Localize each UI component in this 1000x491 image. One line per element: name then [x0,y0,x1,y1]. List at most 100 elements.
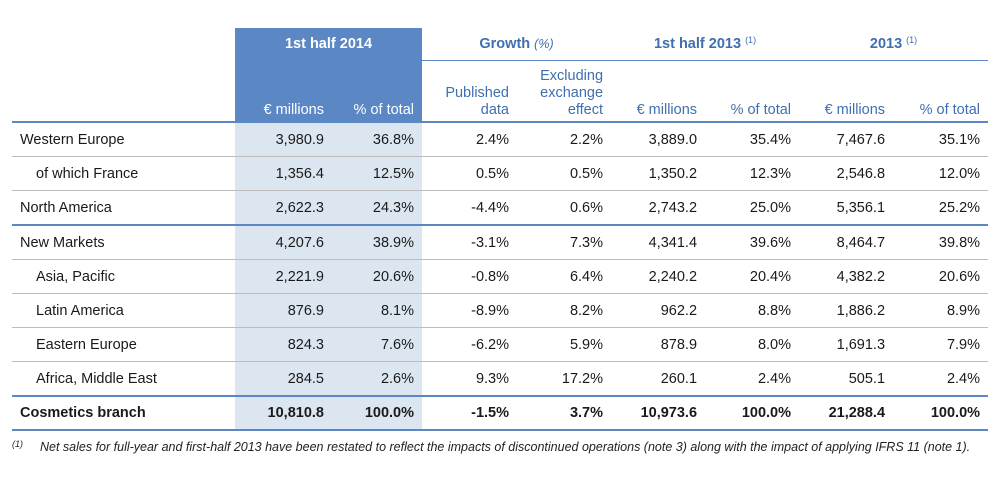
table-cell: 20.6% [893,259,989,294]
table-cell: 505.1 [799,361,894,396]
row-label: North America [12,190,235,225]
table-cell: 2,546.8 [799,156,894,191]
table-row: Western Europe 3,980.9 36.8% 2.4% 2.2% 3… [12,121,989,157]
table-cell: 0.6% [517,190,612,225]
h2013-title: 2013 [869,36,903,52]
table-cell: 17.2% [517,361,612,396]
table-cell: -6.2% [422,327,517,362]
row-label: Asia, Pacific [12,259,235,294]
growth-unit: (%) [534,37,554,51]
table-cell: 12.5% [332,156,422,191]
table-cell: 4,207.6 [235,224,332,260]
table-row: New Markets 4,207.6 38.9% -3.1% 7.3% 4,3… [12,224,989,260]
table-cell: 39.8% [893,224,989,260]
table-cell: 35.1% [893,121,989,157]
table-cell: 25.0% [705,190,800,225]
table-cell: 8.0% [705,327,800,362]
col-header: € millions [636,102,698,118]
col-header: € millions [235,60,332,122]
table-cell: 1,356.4 [235,156,332,191]
table-cell: 24.3% [332,190,422,225]
table-cell: 12.0% [893,156,989,191]
table-cell: 7.3% [517,224,612,260]
table-cell: 8.9% [893,293,989,328]
table-cell: 876.9 [235,293,332,328]
table-cell: 878.9 [611,327,706,362]
table-cell: 2.4% [893,361,989,396]
table-cell: 10,810.8 [235,395,332,431]
table-cell: 6.4% [517,259,612,294]
row-label: Africa, Middle East [12,361,235,396]
table-cell: 36.8% [332,121,422,157]
table-cell: 2.4% [705,361,800,396]
table-cell: 7,467.6 [799,121,894,157]
col-header: € millions [824,102,886,118]
table-cell: 25.2% [893,190,989,225]
col-header: Published data [445,85,509,118]
table-cell: 3.7% [517,395,612,431]
table-cell: 35.4% [705,121,800,157]
table-row: Eastern Europe 824.3 7.6% -6.2% 5.9% 878… [12,327,989,362]
sales-table-container: 1st half 2014 Growth (%) 1st half 2013 (… [12,28,989,431]
table-cell: -8.9% [422,293,517,328]
table-cell: -1.5% [422,395,517,431]
table-cell: 1,350.2 [611,156,706,191]
footnote: (1) Net sales for full-year and first-ha… [12,438,988,456]
table-row: North America 2,622.3 24.3% -4.4% 0.6% 2… [12,190,989,225]
table-cell: 260.1 [611,361,706,396]
table-cell: 962.2 [611,293,706,328]
h2013-half-note: (1) [745,35,757,45]
table-cell: 39.6% [705,224,800,260]
table-cell: -3.1% [422,224,517,260]
header-1st-half-2014: 1st half 2014 [235,28,422,61]
table-cell: 38.9% [332,224,422,260]
table-cell: 3,980.9 [235,121,332,157]
col-header: Excluding exchange effect [540,68,604,118]
table-cell: 1,691.3 [799,327,894,362]
table-cell: 20.4% [705,259,800,294]
table-cell: 1,886.2 [799,293,894,328]
subheader-corner [12,61,235,123]
table-cell: 2,240.2 [611,259,706,294]
row-label: Latin America [12,293,235,328]
table-cell: 2.4% [422,121,517,157]
table-cell: 5,356.1 [799,190,894,225]
table-cell: 5.9% [517,327,612,362]
table-cell: 4,341.4 [611,224,706,260]
table-cell: 100.0% [705,395,800,431]
table-cell: 10,973.6 [611,395,706,431]
table-cell: 284.5 [235,361,332,396]
table-cell: 7.9% [893,327,989,362]
table-cell: 8,464.7 [799,224,894,260]
header-growth: Growth (%) [422,28,612,61]
row-label: Eastern Europe [12,327,235,362]
table-cell: 7.6% [332,327,422,362]
table-cell: 8.1% [332,293,422,328]
table-cell: 20.6% [332,259,422,294]
table-cell: 21,288.4 [799,395,894,431]
table-cell: 12.3% [705,156,800,191]
row-label: of which France [12,156,235,191]
row-label: New Markets [12,224,235,260]
table-cell: -4.4% [422,190,517,225]
table-cell: 8.8% [705,293,800,328]
table-cell: 9.3% [422,361,517,396]
row-label: Western Europe [12,121,235,157]
header-1st-half-2013: 1st half 2013 (1) [611,28,800,61]
table-row: Africa, Middle East 284.5 2.6% 9.3% 17.2… [12,361,989,396]
h2013-note: (1) [906,35,918,45]
footnote-marker: (1) [12,439,23,449]
col-header: % of total [730,102,792,118]
table-cell: 2,743.2 [611,190,706,225]
table-cell: 0.5% [422,156,517,191]
table-cell: 2,221.9 [235,259,332,294]
growth-title: Growth [479,36,531,52]
table-cell: 100.0% [893,395,989,431]
table-row: of which France 1,356.4 12.5% 0.5% 0.5% … [12,156,989,191]
table-cell: 0.5% [517,156,612,191]
table-cell: 3,889.0 [611,121,706,157]
table-cell: -0.8% [422,259,517,294]
table-cell: 2.6% [332,361,422,396]
table-cell: 2,622.3 [235,190,332,225]
col-header: % of total [919,102,981,118]
